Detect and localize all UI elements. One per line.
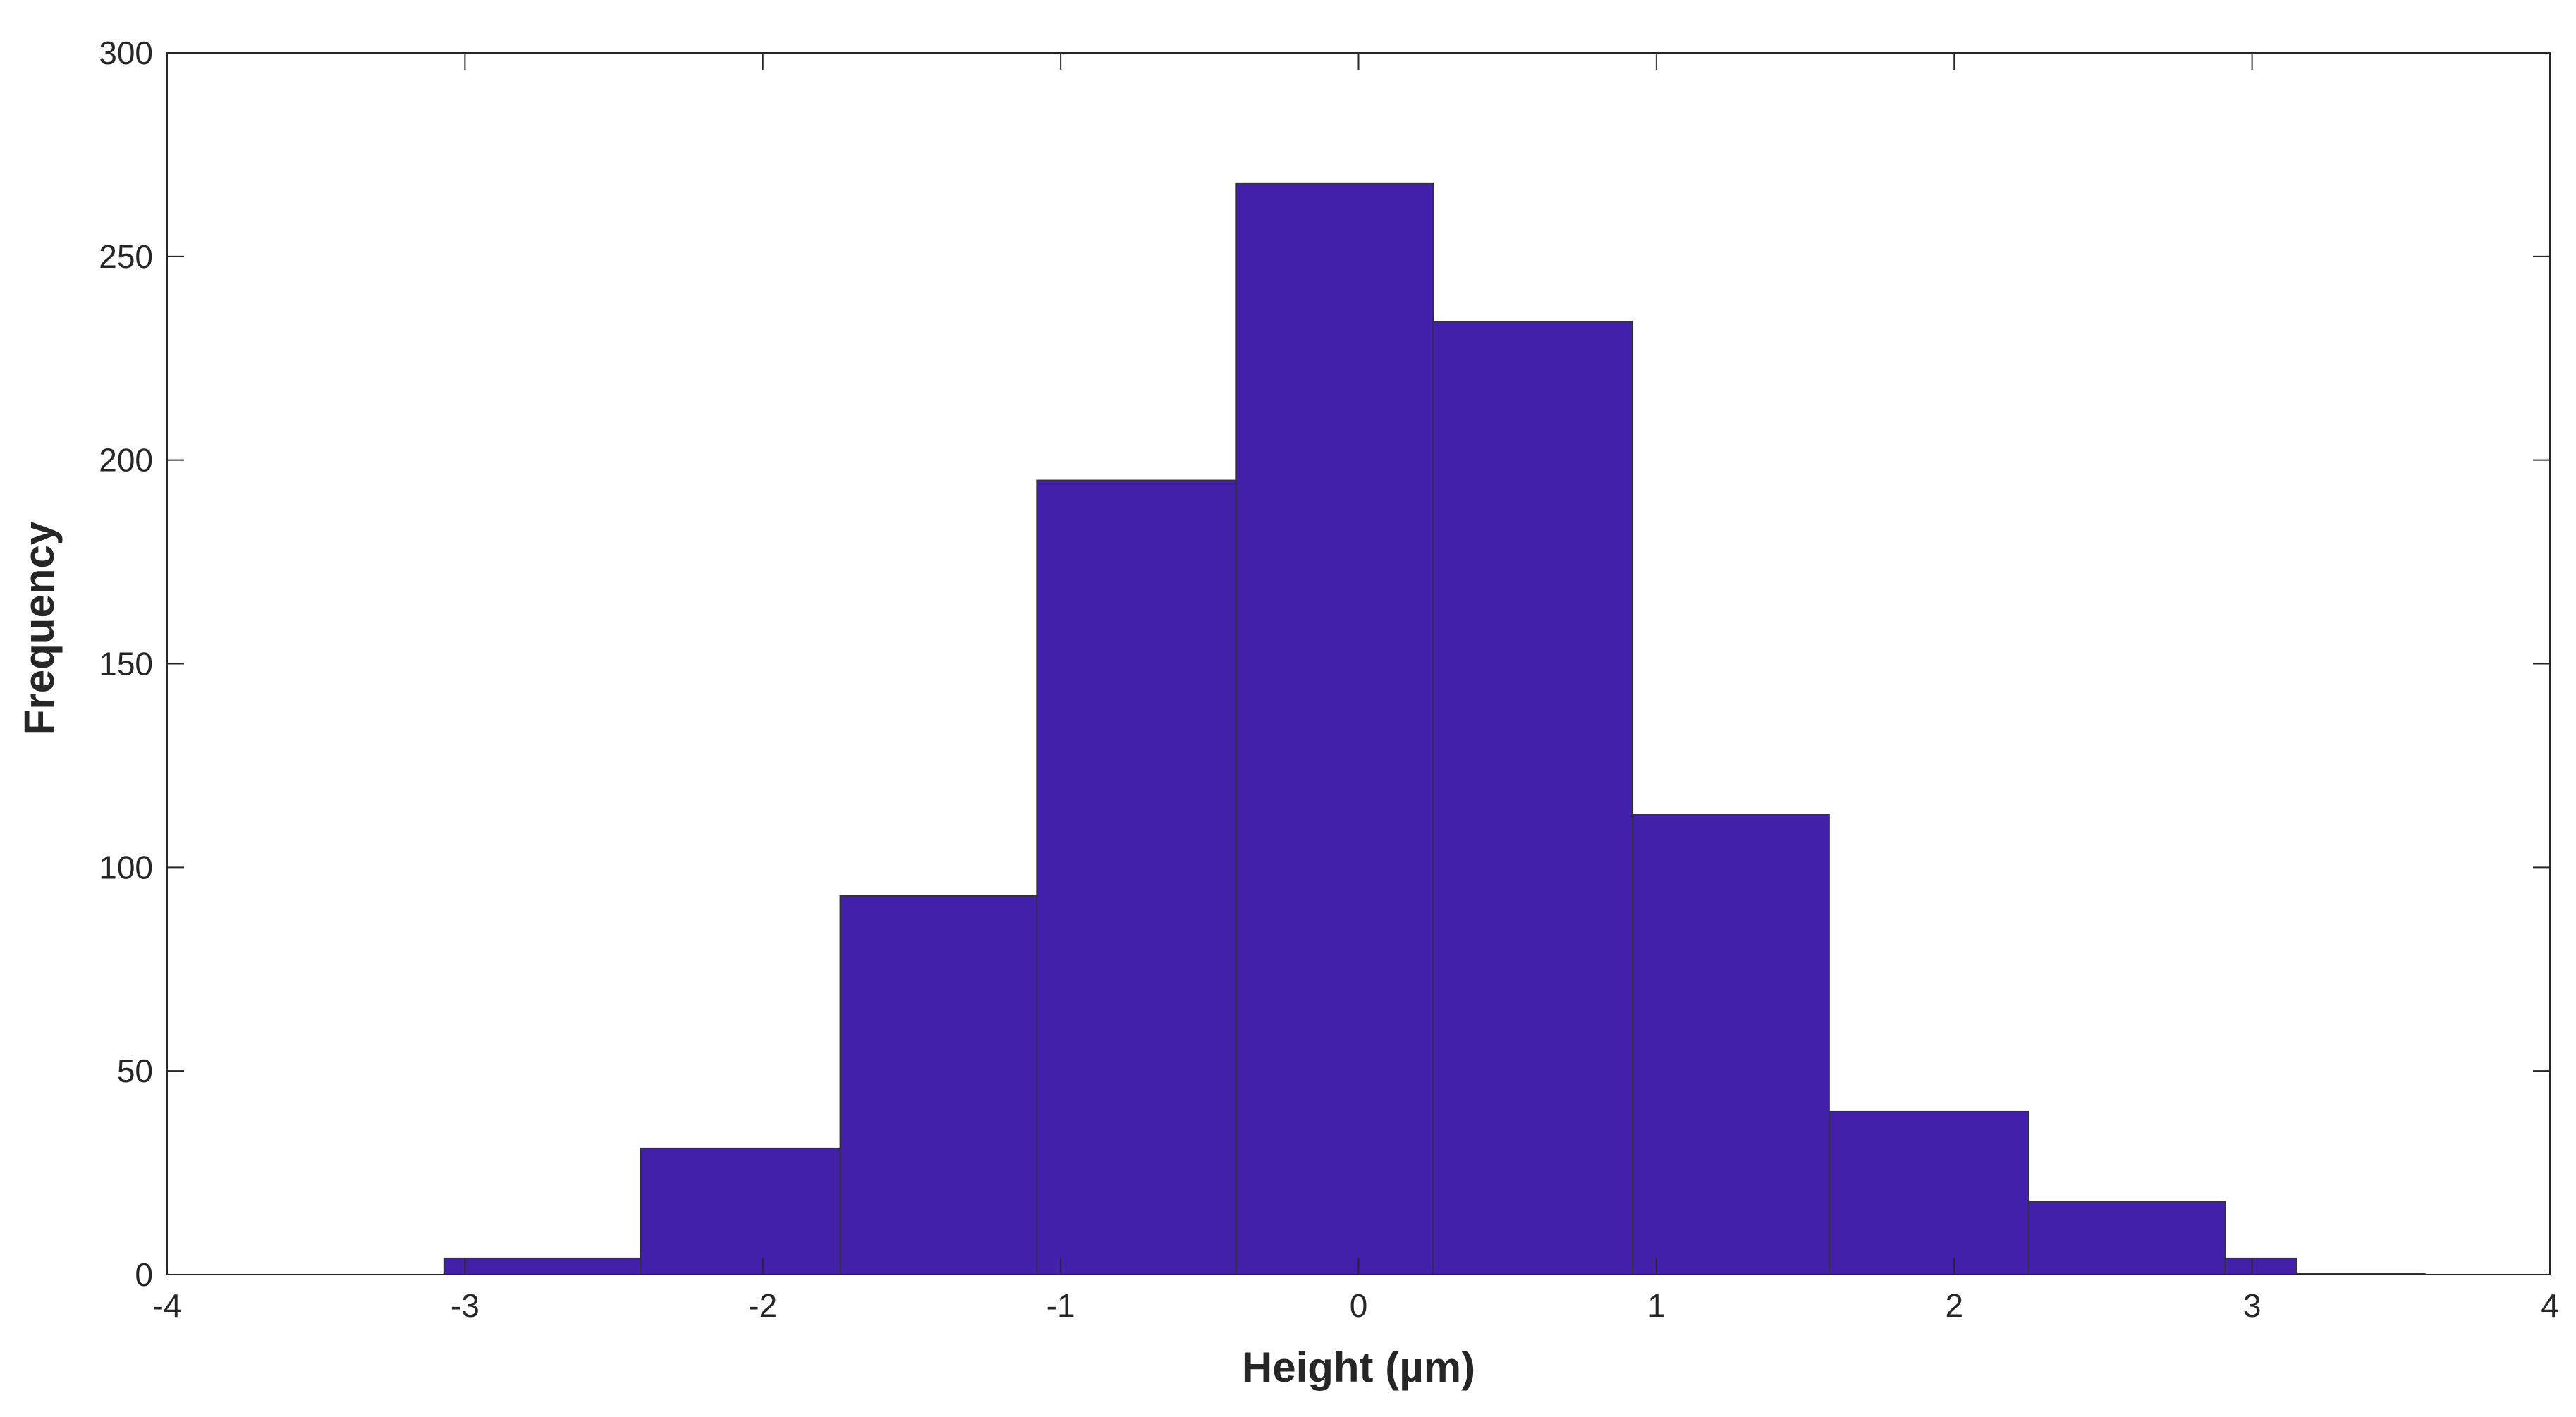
histogram-bar [1828,1110,2029,1276]
histogram-bar [839,895,1038,1275]
x-tick-label: 3 [2243,1287,2261,1324]
y-tick-label: 100 [99,849,153,885]
axis-ticks [166,52,2551,1275]
axis-tick-labels: -4 -3 -2 -1 0 1 2 3 4 0 50 100 150 200 250 300 [99,35,2559,1324]
x-tick-label: 2 [1945,1287,1963,1324]
y-tick-label: 200 [99,442,153,479]
x-tick-label: 4 [2541,1287,2559,1324]
x-tick-label: 0 [1350,1287,1368,1324]
x-tick-label: -2 [748,1287,777,1324]
histogram-bar [1632,814,1830,1275]
histogram-bar [443,1257,642,1275]
y-axis-title: Frequency [16,521,63,735]
histogram-bar [2027,1201,2226,1276]
y-tick-label: 250 [99,238,153,275]
y-tick-label: 300 [99,35,153,71]
y-tick-label: 150 [99,646,153,682]
x-tick-label: -1 [1046,1287,1075,1324]
histogram-bar [1432,321,1634,1275]
x-axis-title: Height (µm) [1242,1344,1475,1391]
histogram-bar [1235,182,1434,1275]
y-tick-label: 0 [135,1256,153,1293]
y-tick-label: 50 [117,1053,153,1089]
histogram-bar [2224,1257,2297,1275]
histogram-bar [640,1147,841,1275]
x-tick-label: -3 [451,1287,480,1324]
histogram-bar [1036,479,1238,1275]
x-tick-label: -4 [153,1287,182,1324]
histogram-bars [443,182,2426,1276]
x-tick-label: 1 [1647,1287,1666,1324]
